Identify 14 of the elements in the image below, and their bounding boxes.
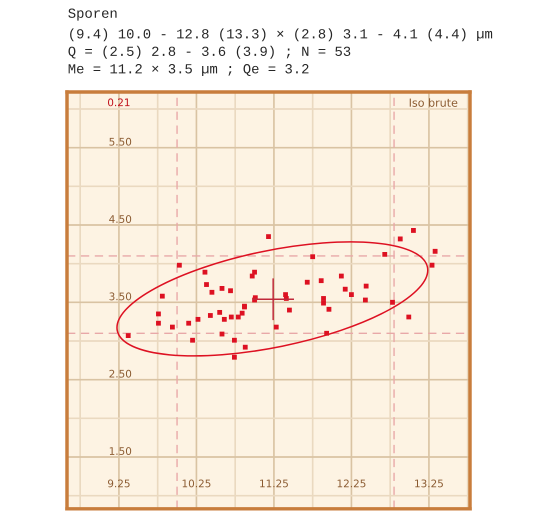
y-tick-label: 2.50	[109, 370, 132, 378]
x-tick-label: 13.25	[415, 479, 443, 488]
x-tick-label: 11.25	[260, 479, 288, 488]
x-tick-label: 9.25	[108, 479, 130, 488]
annotation: Iso brute	[410, 98, 458, 107]
y-tick-label: 1.50	[110, 447, 132, 455]
y-tick-label: 4.50	[109, 215, 132, 223]
x-tick-label: 12.25	[338, 479, 366, 488]
chart-subtitle: (9.4) 10.0 - 12.8 (13.3) × (2.8) 3.1 - 4.1 (4.4) µm Q = (2.5) 2.8 - 3.6 (3.9) ; N = 53 Me = 11.2 × 3.5 µm ; Qe = 3.2	[68, 28, 492, 76]
annotation: 0.21	[108, 98, 130, 106]
y-tick-label: 3.50	[109, 292, 132, 300]
chart-title: Sporen	[68, 8, 117, 21]
y-tick-label: 5.50	[109, 138, 132, 146]
x-tick-label: 10.25	[182, 479, 210, 488]
